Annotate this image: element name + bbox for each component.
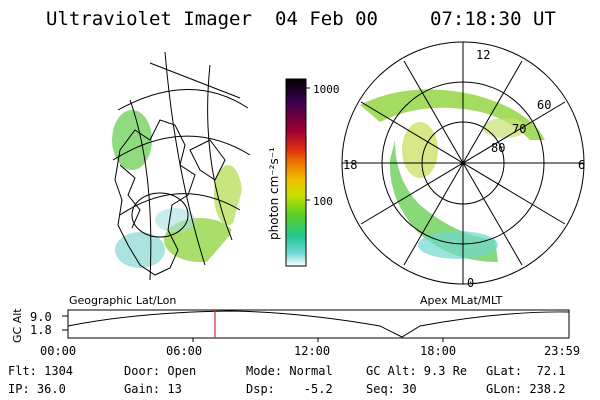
mlat-label-60: 60: [537, 98, 551, 112]
altitude-plot: 9.0 1.8 GC Alt 00:00 06:00 12:00 18:00 2…: [11, 308, 580, 358]
status-dsp: Dsp: -5.2: [246, 382, 333, 396]
graticule-line: [117, 89, 249, 111]
status-seq: Seq: 30: [366, 382, 417, 396]
polar-map: 12 18 6 0 60 70 80: [341, 41, 585, 290]
xtick-0600: 06:00: [166, 344, 202, 358]
date-label: 04 Feb 00: [275, 8, 378, 30]
geographic-label: Geographic Lat/Lon: [69, 294, 176, 307]
aurora-geo-east: [214, 165, 242, 225]
xtick-2359: 23:59: [544, 344, 580, 358]
status-glat: GLat: 72.1: [486, 364, 566, 378]
altitude-curve: [67, 310, 570, 338]
colorbar-tick-1000: 1000: [313, 83, 340, 96]
graticule-line: [149, 62, 241, 99]
status-gain: Gain: 13: [124, 382, 182, 396]
xtick-0000: 00:00: [40, 344, 76, 358]
graticule-line: [112, 135, 251, 161]
status-ip: IP: 36.0: [8, 382, 66, 396]
ytick-1.8: 1.8: [30, 323, 52, 337]
mlt-label-6: 6: [578, 158, 585, 172]
altitude-axis-label: GC Alt: [11, 308, 24, 343]
xtick-1200: 12:00: [294, 344, 330, 358]
colorbar-unit-label: photon cm⁻²s⁻¹: [267, 147, 281, 240]
graticule-line: [207, 64, 233, 241]
coastline: [119, 164, 141, 229]
mlt-label-12: 12: [476, 48, 490, 62]
aurora-oval-dawn: [360, 89, 545, 140]
graticule-circle: [131, 192, 189, 238]
mlat-label-80: 80: [491, 141, 505, 155]
status-mode: Mode: Normal: [246, 364, 333, 378]
ytick-9: 9.0: [30, 310, 52, 324]
colorbar: 1000 100 photon cm⁻²s⁻¹: [267, 78, 340, 267]
coastline: [114, 119, 196, 276]
time-label: 07:18:30 UT: [430, 8, 556, 30]
apex-label: Apex MLat/MLT: [420, 294, 503, 307]
mlt-label-0: 0: [467, 276, 474, 290]
status-glon: GLon: 238.2: [486, 382, 566, 396]
mlt-label-18: 18: [343, 158, 357, 172]
mlat-label-70: 70: [512, 122, 526, 136]
geographic-map: [112, 51, 251, 281]
status-door: Door: Open: [124, 364, 197, 378]
status-flt: Flt: 1304: [8, 364, 74, 378]
coastline: [189, 139, 226, 181]
colorbar-tick-100: 100: [313, 195, 333, 208]
xtick-1800: 18:00: [420, 344, 456, 358]
instrument-title: Ultraviolet Imager: [46, 8, 252, 30]
status-gcalt: GC Alt: 9.3 Re: [366, 364, 468, 378]
graticule-line: [129, 99, 152, 281]
